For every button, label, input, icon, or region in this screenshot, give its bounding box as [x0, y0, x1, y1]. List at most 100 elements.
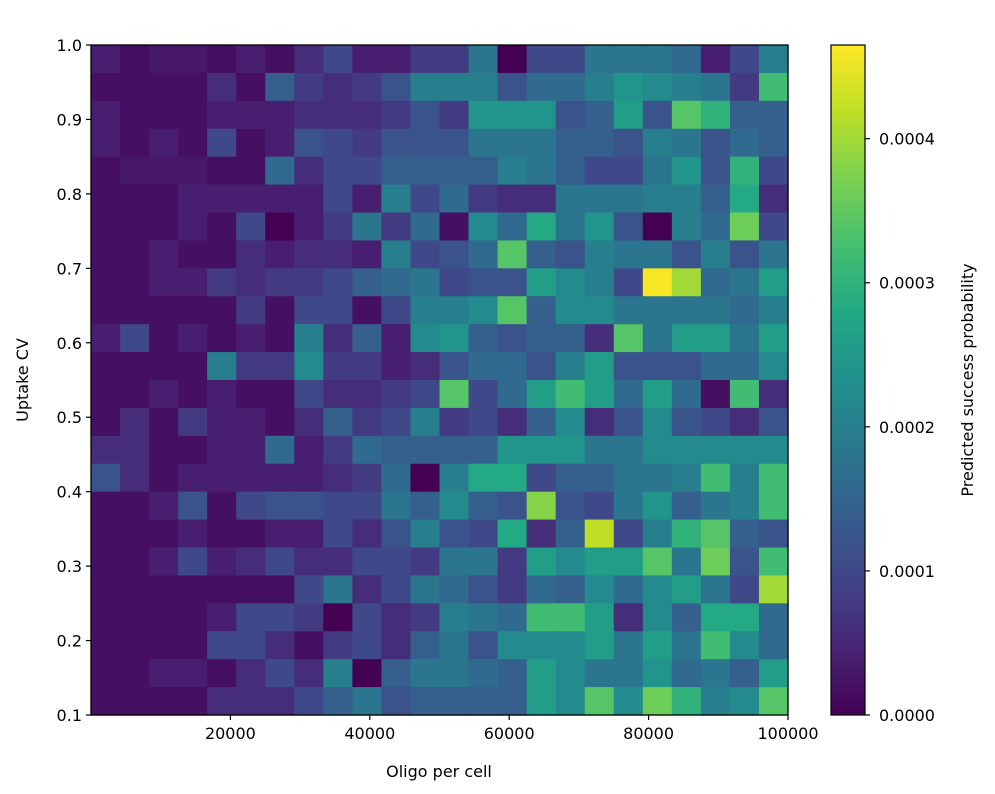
heatmap-cell [207, 463, 237, 493]
heatmap-cell [671, 352, 702, 381]
heatmap-cell [584, 352, 615, 381]
heatmap-cell [468, 156, 499, 186]
heatmap-cell [584, 659, 615, 688]
heatmap-cell [149, 212, 179, 242]
heatmap-cell [207, 72, 237, 102]
heatmap-cell [352, 268, 383, 297]
heatmap-cell [555, 268, 586, 297]
heatmap-cell [613, 268, 644, 297]
heatmap-cell [381, 296, 412, 325]
heatmap-cell [91, 156, 121, 186]
heatmap-cell [497, 491, 528, 521]
heatmap-cell [671, 212, 702, 242]
heatmap-cell [149, 659, 179, 688]
heatmap-cell [555, 463, 586, 493]
heatmap-cell [671, 659, 702, 688]
heatmap-cell [149, 268, 179, 297]
heatmap-cell [120, 463, 150, 493]
heatmap-cell [439, 659, 470, 688]
heatmap-cell [120, 352, 150, 381]
heatmap-cell [555, 687, 586, 716]
heatmap-cell [700, 547, 731, 577]
heatmap-cell [642, 631, 673, 660]
heatmap-cell [294, 352, 324, 381]
heatmap-cell [526, 324, 557, 353]
heatmap-cell [468, 407, 499, 437]
heatmap-cell [410, 240, 441, 269]
heatmap-cell [700, 659, 731, 688]
heatmap-cell [497, 100, 528, 130]
heatmap-cell [149, 72, 179, 102]
y-tick-label: 1.0 [57, 36, 82, 55]
heatmap-cell [439, 575, 470, 604]
heatmap-cell [555, 324, 586, 353]
heatmap-cell [410, 631, 441, 660]
heatmap-cell [439, 435, 470, 465]
heatmap-cell [410, 212, 441, 242]
heatmap-cell [265, 380, 295, 409]
heatmap-cell [439, 324, 470, 353]
heatmap-cell [497, 463, 528, 493]
heatmap-cell [526, 575, 557, 604]
heatmap-cell [729, 352, 760, 381]
heatmap-cell [729, 100, 760, 130]
heatmap-cell [613, 687, 644, 716]
heatmap-cell [410, 184, 441, 214]
heatmap-cell [91, 100, 121, 130]
heatmap-cell [526, 435, 557, 465]
heatmap-cell [236, 324, 266, 353]
heatmap-cell [323, 659, 353, 688]
heatmap-cell [178, 128, 208, 158]
heatmap-cell [120, 659, 150, 688]
heatmap-cell [584, 407, 615, 437]
heatmap-cell [439, 156, 470, 186]
heatmap-cell [555, 631, 586, 660]
heatmap-cell [149, 45, 179, 74]
heatmap-cell [352, 240, 383, 269]
heatmap-cell [323, 519, 353, 549]
heatmap-cell [700, 491, 731, 521]
heatmap-cell [758, 296, 789, 325]
heatmap-cell [91, 575, 121, 604]
heatmap-cell [439, 687, 470, 716]
heatmap-cell [555, 547, 586, 577]
heatmap-cell [149, 603, 179, 632]
heatmap-cell [265, 352, 295, 381]
heatmap-cell [729, 268, 760, 297]
heatmap-cell [758, 547, 789, 577]
heatmap-cell [236, 184, 266, 214]
y-tick-label: 0.5 [57, 408, 82, 427]
heatmap-cell [729, 575, 760, 604]
heatmap-cell [120, 100, 150, 130]
colorbar-tick-label: 0.0003 [879, 274, 935, 293]
heatmap-cell [526, 603, 557, 632]
heatmap-cell [729, 156, 760, 186]
heatmap-cell [352, 547, 383, 577]
heatmap-cell [236, 463, 266, 493]
heatmap-cell [526, 352, 557, 381]
heatmap-cell [120, 212, 150, 242]
heatmap-cell [178, 100, 208, 130]
heatmap-cell [91, 380, 121, 409]
heatmap-cell [149, 324, 179, 353]
heatmap-cell [468, 519, 499, 549]
heatmap-cell [613, 296, 644, 325]
heatmap-cell [352, 435, 383, 465]
heatmap-cell [555, 296, 586, 325]
heatmap-cell [294, 687, 324, 716]
heatmap-cell [700, 603, 731, 632]
heatmap-cell [468, 547, 499, 577]
heatmap-cell [468, 72, 499, 102]
heatmap-cell [584, 380, 615, 409]
heatmap-cell [555, 659, 586, 688]
heatmap-cell [178, 435, 208, 465]
heatmap-cell [497, 575, 528, 604]
heatmap-cell [352, 631, 383, 660]
heatmap-cell [613, 100, 644, 130]
colorbar-ticks: 0.0000 0.0001 0.0002 0.0003 0.0004 [865, 130, 935, 725]
heatmap-cell [758, 575, 789, 604]
heatmap-cell [149, 547, 179, 577]
heatmap-cell [323, 128, 353, 158]
heatmap-cell [468, 184, 499, 214]
heatmap-cell [178, 72, 208, 102]
